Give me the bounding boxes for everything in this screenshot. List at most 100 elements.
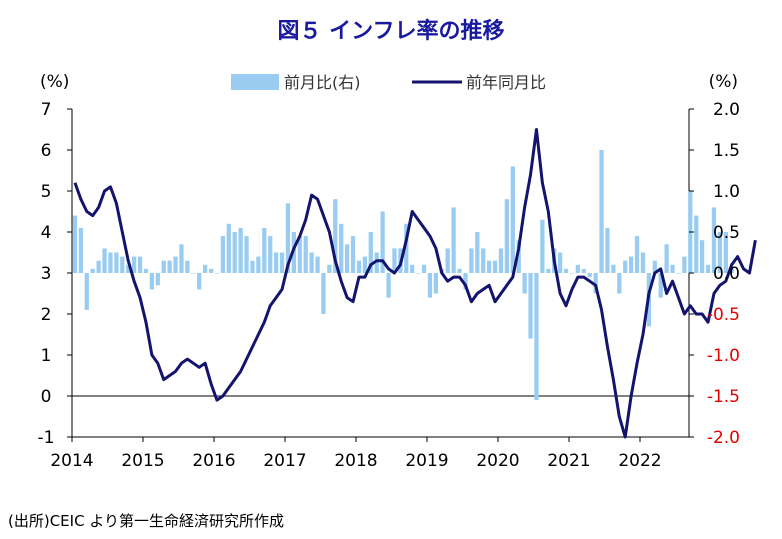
bar-mom-96	[634, 236, 640, 273]
bar-mom-19	[179, 244, 184, 273]
bar-mom-9	[120, 256, 125, 273]
bar-mom-47	[345, 244, 350, 273]
bar-mom-40	[303, 236, 308, 273]
bar-mom-45	[333, 199, 338, 273]
bar-mom-15	[155, 273, 160, 286]
bar-mom-6	[102, 248, 107, 273]
bar-mom-87	[581, 268, 586, 273]
bar-mom-62	[433, 273, 439, 294]
bar-mom-16	[161, 260, 166, 273]
left-tick-label: 5	[41, 182, 52, 202]
bar-mom-67	[463, 273, 468, 290]
bar-mom-81	[546, 268, 551, 273]
bar-mom-108	[705, 264, 711, 273]
bar-mom-58	[410, 264, 415, 273]
bar-mom-69	[475, 232, 480, 273]
plot-area: 7 6 5 4 3 2 1 0 -1 2.0 1.5 1.0 0.5 0.0 -0.5 -1.0 -1.5 -2.…	[38, 100, 757, 471]
x-tick-label: 2018	[334, 451, 377, 471]
bar-mom-35	[274, 252, 279, 273]
bar-mom-30	[244, 236, 249, 273]
x-tick-label: 2021	[547, 451, 590, 471]
bar-mom-80	[540, 219, 545, 273]
bar-mom-74	[504, 199, 510, 273]
bar-mom-61	[427, 273, 433, 298]
bar-mom-22	[197, 273, 202, 290]
bar-mom-78	[528, 273, 533, 339]
bar-mom-52	[374, 252, 379, 273]
right-tick-label: -1.5	[707, 387, 740, 407]
bar-mom-8	[114, 252, 119, 273]
bar-mom-51	[368, 232, 373, 273]
bar-mom-89	[593, 273, 598, 294]
bar-mom-75	[510, 166, 515, 273]
bar-mom-34	[268, 236, 273, 273]
bar-mom-59	[416, 273, 421, 274]
bar-mom-28	[232, 232, 237, 273]
bar-mom-57	[404, 223, 409, 273]
bar-mom-11	[132, 256, 137, 273]
bar-mom-68	[469, 248, 474, 273]
bar-mom-44	[327, 264, 332, 273]
bar-mom-84	[563, 268, 569, 273]
bar-mom-111	[723, 232, 728, 273]
bar-mom-41	[309, 252, 314, 273]
chart-title: 図５ インフレ率の推移	[278, 18, 505, 44]
bar-mom-36	[279, 252, 285, 273]
bar-mom-54	[386, 273, 391, 298]
bar-mom-83	[558, 252, 563, 273]
bar-mom-92	[611, 264, 616, 273]
bar-mom-70	[481, 248, 486, 273]
bar-mom-93	[617, 273, 622, 294]
right-tick-label: 0.5	[713, 223, 740, 243]
bar-mom-4	[90, 268, 95, 273]
left-tick-label: 4	[41, 223, 52, 243]
bar-mom-26	[220, 236, 226, 273]
bar-mom-99	[652, 260, 657, 273]
right-tick-label: -0.5	[707, 305, 740, 325]
bar-mom-64	[445, 248, 450, 273]
left-tick-label: 1	[41, 346, 52, 366]
bar-mom-91	[605, 227, 610, 273]
bar-mom-27	[226, 223, 231, 273]
right-tick-label: -1.0	[707, 346, 740, 366]
bar-mom-55	[392, 248, 397, 273]
bar-mom-112	[729, 268, 734, 273]
bar-mom-97	[640, 252, 646, 273]
right-tick-label: 0.0	[713, 264, 740, 284]
bar-mom-94	[623, 260, 628, 273]
line-yoy	[73, 128, 757, 439]
bar-mom-77	[522, 273, 527, 294]
bar-mom-31	[250, 260, 255, 273]
right-tick-label: -2.0	[707, 428, 740, 448]
bar-mom-43	[321, 273, 326, 314]
bar-mom-72	[492, 260, 498, 273]
bar-mom-110	[717, 232, 723, 273]
right-tick-label: 1.0	[713, 182, 740, 202]
bar-mom-5	[96, 260, 101, 273]
bar-mom-48	[350, 236, 356, 273]
bar-mom-25	[214, 273, 220, 274]
bar-mom-101	[664, 244, 669, 273]
bar-mom-95	[629, 256, 634, 273]
x-tick-label: 2016	[192, 451, 235, 471]
x-tick-label: 2014	[50, 451, 93, 471]
bar-mom-21	[191, 273, 196, 274]
x-tick-label: 2015	[121, 451, 164, 471]
bar-mom-24	[208, 268, 214, 273]
bar-mom-106	[694, 215, 699, 273]
bar-mom-107	[700, 240, 705, 273]
bar-mom-13	[143, 268, 149, 273]
bar-mom-17	[167, 260, 172, 273]
bar-mom-33	[262, 227, 267, 273]
left-tick-label: 7	[41, 100, 52, 120]
bar-mom-2	[78, 227, 84, 273]
x-tick-label: 2019	[405, 451, 448, 471]
legend: 前月比(右) 前年同月比	[231, 73, 546, 92]
bar-mom-32	[256, 256, 261, 273]
right-tick-label: 2.0	[713, 100, 740, 120]
bar-mom-12	[137, 256, 143, 273]
left-tick-label: -1	[38, 428, 55, 448]
left-tick-label: 0	[41, 387, 52, 407]
source-note: (出所)CEIC より第一生命経済研究所作成	[8, 512, 284, 530]
